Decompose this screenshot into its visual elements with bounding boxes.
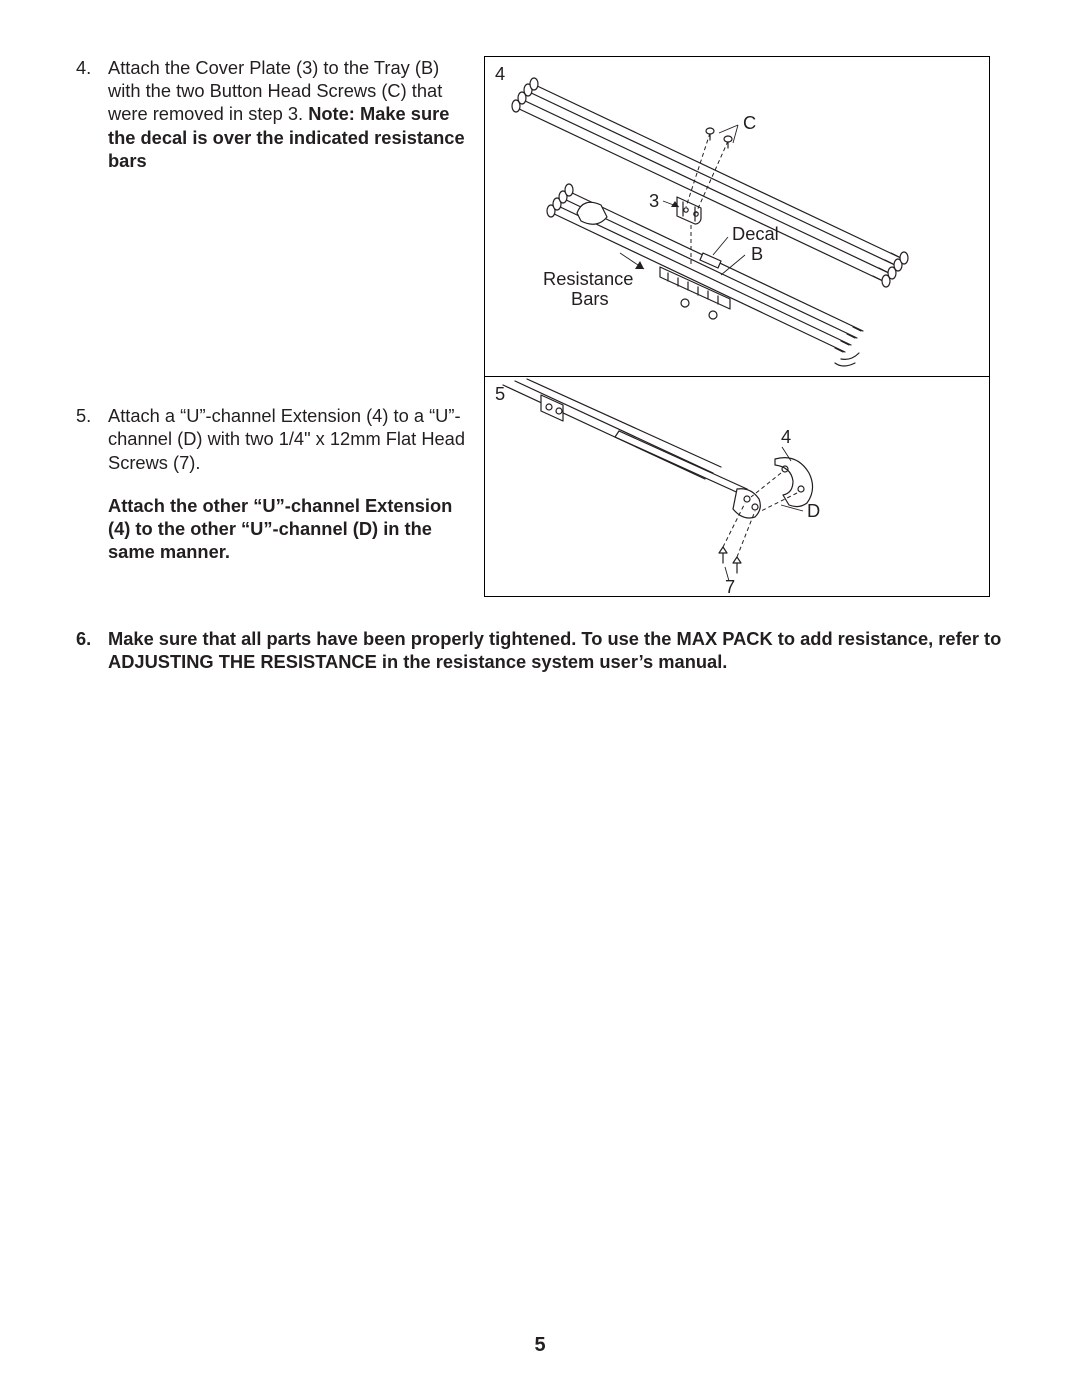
step-5-number: 5.	[76, 404, 108, 563]
figure-4-panel-number: 4	[495, 63, 505, 85]
label-B: B	[751, 243, 763, 264]
step-4-row: 4. Attach the Cover Plate (3) to the Tra…	[76, 56, 1004, 597]
figure-5-svg: 4 D 7	[485, 377, 991, 597]
figures-col: 4	[484, 56, 1004, 597]
figure-5-panel-number: 5	[495, 383, 505, 405]
label-resistance: Resistance	[543, 268, 633, 289]
step-5-body: Attach a “U”-channel Extension (4) to a …	[108, 404, 472, 563]
label-4: 4	[781, 426, 791, 447]
figure-4-svg: C 3 Decal B Resistance Bars	[485, 57, 991, 378]
step-6-number: 6.	[76, 627, 108, 673]
label-bars: Bars	[571, 288, 609, 309]
step-6-text: Make sure that all parts have been prope…	[108, 627, 1004, 673]
label-D: D	[807, 500, 820, 521]
step-4: 4. Attach the Cover Plate (3) to the Tra…	[76, 56, 472, 172]
label-decal: Decal	[732, 223, 779, 244]
step-4-number: 4.	[76, 56, 108, 172]
step-5-p1: Attach a “U”-channel Extension (4) to a …	[108, 405, 465, 472]
step-4-body: Attach the Cover Plate (3) to the Tray (…	[108, 56, 472, 172]
label-C: C	[743, 112, 756, 133]
spacer-4	[76, 182, 472, 404]
step-6: 6. Make sure that all parts have been pr…	[76, 627, 1004, 673]
step-5-p2: Attach the other “U”-channel Extension (…	[108, 494, 472, 564]
label-7: 7	[725, 576, 735, 597]
label-3: 3	[649, 190, 659, 211]
page-number: 5	[0, 1334, 1080, 1357]
step-4-text-col: 4. Attach the Cover Plate (3) to the Tra…	[76, 56, 484, 574]
figure-5: 5	[484, 377, 990, 597]
manual-page: 4. Attach the Cover Plate (3) to the Tra…	[0, 0, 1080, 1397]
step-5: 5. Attach a “U”-channel Extension (4) to…	[76, 404, 472, 563]
figure-4: 4	[484, 56, 990, 377]
